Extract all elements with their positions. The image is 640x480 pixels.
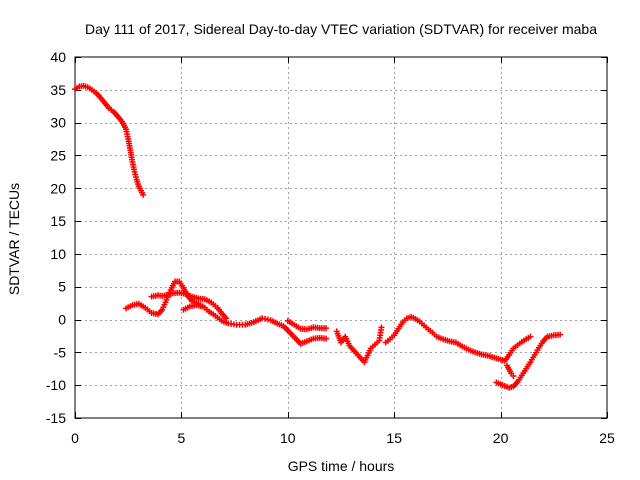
y-tick-label: -5 xyxy=(54,344,67,360)
y-tick-label: -10 xyxy=(46,377,66,393)
plot-frame xyxy=(74,56,608,419)
y-tick-label: 25 xyxy=(50,147,66,163)
x-tick-label: 20 xyxy=(493,430,509,446)
y-tick-label: 10 xyxy=(50,246,66,262)
data-point xyxy=(557,331,564,338)
y-tick-label: 35 xyxy=(50,82,66,98)
data-point xyxy=(323,335,330,342)
data-point xyxy=(199,303,206,310)
y-tick-label: 5 xyxy=(58,279,66,295)
y-tick-label: 30 xyxy=(50,115,66,131)
x-tick-label: 10 xyxy=(280,430,296,446)
x-axis-ticks: 0 5 10 15 20 25 xyxy=(71,57,615,446)
y-axis-label: SDTVAR / TECUs xyxy=(6,183,22,295)
y-tick-label: -15 xyxy=(46,410,66,426)
grid-lines xyxy=(75,57,607,418)
x-axis-label: GPS time / hours xyxy=(288,458,395,474)
x-tick-label: 5 xyxy=(178,430,186,446)
data-point xyxy=(510,372,517,379)
x-tick-label: 25 xyxy=(599,430,615,446)
y-axis-ticks: -15 -10 -5 0 5 10 15 20 25 30 35 40 xyxy=(46,49,607,426)
data-point xyxy=(527,333,534,340)
x-tick-label: 0 xyxy=(71,430,79,446)
data-point xyxy=(378,324,385,331)
x-tick-label: 15 xyxy=(386,430,402,446)
y-tick-label: 15 xyxy=(50,213,66,229)
y-tick-label: 0 xyxy=(58,312,66,328)
data-point xyxy=(140,191,147,198)
data-point xyxy=(323,325,330,332)
y-tick-label: 20 xyxy=(50,180,66,196)
data-points xyxy=(72,82,564,391)
data-point xyxy=(223,315,230,322)
chart-title: Day 111 of 2017, Sidereal Day-to-day VTE… xyxy=(85,21,597,37)
y-tick-label: 40 xyxy=(50,49,66,65)
